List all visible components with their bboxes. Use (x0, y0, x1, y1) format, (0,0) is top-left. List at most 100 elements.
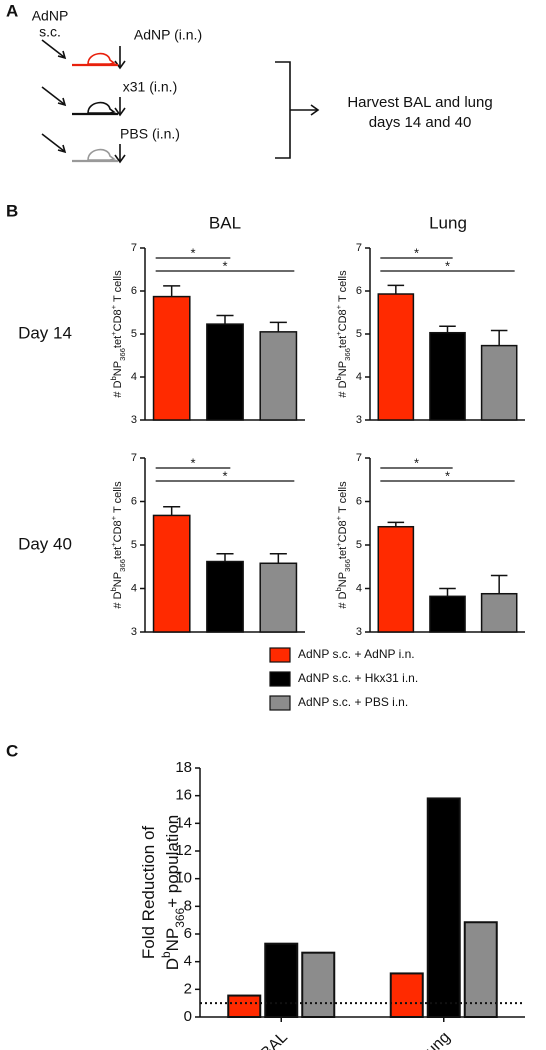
panel-label: C (6, 741, 18, 760)
label-part: 366 (343, 559, 352, 572)
y-tick-label: 7 (356, 452, 362, 464)
y-tick-label: 6 (356, 285, 362, 297)
y-tick-label: 14 (175, 814, 192, 831)
challenge-label: PBS (i.n.) (120, 126, 180, 142)
significance-mark: * (445, 468, 450, 483)
y-tick-label: 7 (131, 452, 137, 464)
label-part: NP (112, 572, 124, 587)
injection-label: AdNP (32, 8, 69, 24)
y-tick-label: 18 (175, 759, 192, 776)
significance-mark: * (190, 245, 195, 260)
bar (259, 562, 298, 633)
label-part: + (109, 304, 118, 309)
y-tick-label: 4 (356, 582, 362, 594)
row-header: Day 40 (18, 534, 72, 553)
y-axis-label: # DbNP366tet+CD8+ T cells (334, 270, 352, 398)
bar (429, 331, 466, 421)
label-part: 366 (343, 348, 352, 361)
label-part: NP (337, 361, 349, 376)
label-part: CD8 (337, 309, 349, 331)
label-part: D (163, 958, 182, 970)
bar (429, 595, 466, 633)
label-part: b (334, 587, 343, 591)
legend-label: AdNP s.c. + Hkx31 i.n. (298, 671, 418, 685)
bar (259, 331, 298, 421)
label-part: 366 (173, 907, 187, 927)
label-part: 366 (118, 348, 127, 361)
y-tick-label: 5 (131, 328, 137, 340)
column-header: Lung (429, 213, 467, 232)
bar (152, 514, 191, 633)
label-part: T cells (112, 270, 124, 305)
label-part: # D (112, 591, 124, 608)
legend-swatch (269, 695, 291, 711)
label-part: # D (337, 380, 349, 397)
bar (480, 592, 518, 633)
column-header: BAL (209, 213, 241, 232)
label-part: 366 (118, 559, 127, 572)
bar (480, 344, 518, 421)
y-tick-label: 16 (175, 787, 192, 804)
significance-mark: * (445, 258, 450, 273)
label-part: NP (337, 572, 349, 587)
label-part: CD8 (337, 520, 349, 542)
significance-mark: * (190, 455, 195, 470)
x-tick-label: Lung (416, 1029, 453, 1050)
panel-label: B (6, 201, 18, 220)
y-tick-label: 4 (184, 953, 192, 970)
label-part: tet (337, 547, 349, 559)
legend-label: AdNP s.c. + AdNP i.n. (298, 647, 415, 661)
label-part: NP (112, 361, 124, 376)
y-tick-label: 3 (131, 626, 137, 638)
y-tick-label: 6 (131, 285, 137, 297)
label-part: # D (112, 380, 124, 397)
y-tick-label: 6 (356, 495, 362, 507)
label-part: + (109, 331, 118, 336)
label-part: NP (163, 928, 182, 952)
bar (426, 797, 461, 1019)
panel-label: A (6, 1, 18, 20)
label-part: T cells (112, 481, 124, 516)
y-tick-label: 4 (131, 371, 137, 383)
y-tick-label: 5 (131, 539, 137, 551)
significance-mark: * (222, 468, 227, 483)
label-part: + (334, 331, 343, 336)
outcome-label: Harvest BAL and lung (347, 94, 492, 111)
y-tick-label: 3 (356, 626, 362, 638)
y-tick-label: 6 (131, 495, 137, 507)
label-part: + (334, 542, 343, 547)
bar (377, 293, 415, 421)
label-part: CD8 (112, 309, 124, 331)
label-part: tet (112, 547, 124, 559)
label-part: tet (337, 336, 349, 348)
legend-label: AdNP s.c. + PBS i.n. (298, 695, 408, 709)
label-part: T cells (337, 481, 349, 516)
significance-mark: * (414, 455, 419, 470)
y-tick-label: 3 (131, 414, 137, 426)
bar (377, 525, 415, 633)
outcome-label: days 14 and 40 (369, 114, 472, 131)
y-tick-label: 12 (175, 842, 192, 859)
bar (206, 560, 244, 633)
y-tick-label: 0 (184, 1008, 192, 1025)
label-part: # D (337, 591, 349, 608)
significance-mark: * (414, 245, 419, 260)
y-axis-label: # DbNP366tet+CD8+ T cells (109, 270, 127, 398)
bar (152, 295, 191, 421)
x-tick-label: BAL (258, 1029, 291, 1050)
y-axis-label: Fold Reduction of (139, 826, 158, 960)
legend-swatch (269, 671, 291, 687)
y-tick-label: 5 (356, 328, 362, 340)
bar (206, 323, 244, 421)
y-tick-label: 7 (131, 242, 137, 254)
y-tick-label: 6 (184, 925, 192, 942)
row-header: Day 14 (18, 323, 72, 342)
challenge-label: AdNP (i.n.) (134, 27, 202, 43)
y-tick-label: 7 (356, 242, 362, 254)
bar (389, 972, 424, 1018)
bar (264, 942, 299, 1019)
label-part: + (334, 304, 343, 309)
y-axis-label: DbNP366+ population (159, 815, 187, 971)
label-part: b (109, 376, 118, 380)
